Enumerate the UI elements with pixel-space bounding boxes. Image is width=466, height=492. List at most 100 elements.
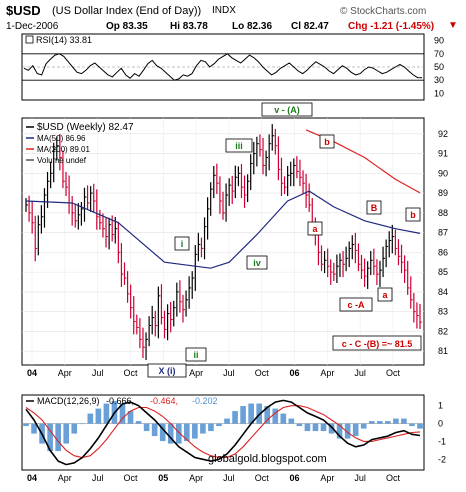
- macd-x-tick-label: Oct: [386, 473, 401, 483]
- macd-histogram-bar: [127, 411, 134, 424]
- macd-histogram-bar: [167, 423, 174, 444]
- macd-histogram-bar: [344, 423, 351, 439]
- macd-histogram-bar: [232, 411, 238, 424]
- macd-histogram-bar: [135, 421, 142, 424]
- macd-histogram-bar: [71, 423, 78, 434]
- wave-label: v - (A): [274, 105, 300, 115]
- index-name: (US Dollar Index (End of Day)): [52, 5, 202, 17]
- price-tick-label: 89: [438, 188, 448, 198]
- target-annotation-box: [332, 335, 422, 351]
- wave-label: a: [312, 224, 318, 234]
- macd-histogram-bar: [63, 423, 70, 444]
- rsi-legend-swatch: [25, 35, 34, 44]
- macd-x-tick-label: Apr: [320, 473, 334, 483]
- price-legend-title: $USD (Weekly) 82.47: [37, 122, 134, 133]
- macd-x-tick-label: Oct: [255, 473, 270, 483]
- volume-legend: Volume undef: [37, 156, 87, 165]
- macd-tick-label: 1: [438, 401, 443, 411]
- watermark: globalgold.blogspot.com: [208, 453, 327, 465]
- price-tick-label: 81: [438, 346, 448, 356]
- wave-label-box: [307, 221, 323, 236]
- price-x-tick-label: Oct: [386, 368, 401, 378]
- macd-histogram-bar: [368, 421, 375, 424]
- macd-histogram-bar: [31, 423, 37, 434]
- wave-label: iii: [235, 141, 243, 151]
- change-down-icon: ▼: [448, 20, 458, 31]
- macd-histogram-bar: [240, 406, 246, 424]
- price-x-tick-label: 06: [290, 368, 300, 378]
- change: Chg -1.21 (-1.45%): [348, 21, 435, 32]
- copyright: © StockCharts.com: [340, 6, 427, 17]
- macd-value: -0.666,: [106, 396, 134, 406]
- price-tick-label: 85: [438, 267, 448, 277]
- date: 1-Dec-2006: [6, 21, 59, 32]
- wave-label-box: [185, 347, 207, 362]
- macd-histogram-bar: [224, 418, 230, 424]
- macd-histogram-bar: [272, 408, 279, 424]
- macd-x-tick-label: Apr: [189, 473, 203, 483]
- high-price: Hi 83.78: [170, 21, 208, 32]
- price-x-tick-label: Oct: [123, 368, 138, 378]
- exchange: INDX: [212, 5, 236, 16]
- macd-histogram-bar: [208, 423, 214, 432]
- wave-label: iv: [253, 258, 261, 268]
- macd-histogram-bar: [248, 403, 254, 424]
- macd-x-tick-label: Jul: [92, 473, 104, 483]
- price-tick-label: 86: [438, 247, 448, 257]
- wave-label: B: [371, 203, 378, 213]
- ma50-legend: MA(50) 86.96: [37, 134, 86, 143]
- macd-histogram-bar: [192, 423, 198, 439]
- macd-x-tick-label: Jul: [354, 473, 366, 483]
- macd-histogram-bar: [360, 423, 367, 429]
- macd-histogram-bar: [264, 406, 271, 424]
- macd-histogram-bar: [409, 423, 415, 427]
- macd-histogram-bar: [328, 423, 335, 434]
- macd-histogram-bar: [304, 423, 311, 432]
- macd-tick-label: -1: [438, 436, 446, 446]
- price-tick-label: 83: [438, 307, 448, 317]
- macd-histogram-bar: [47, 423, 53, 452]
- wave-label-box: [377, 287, 393, 302]
- wave-label-box: [174, 236, 190, 251]
- macd-hist-value: -0.202: [192, 396, 218, 406]
- rsi-tick-label: 90: [434, 36, 444, 46]
- wave-label: i: [181, 239, 184, 249]
- wave-label: c -A: [347, 300, 365, 310]
- macd-histogram-bar: [200, 423, 206, 434]
- wave-label: b: [324, 137, 330, 147]
- wave-label-box: [319, 134, 335, 149]
- rsi-label: RSI(14) 33.81: [36, 35, 92, 45]
- price-x-tick-label: Apr: [189, 368, 203, 378]
- wave-label-box: [405, 207, 421, 222]
- wave-label-box: [147, 363, 187, 378]
- macd-tick-label: -2: [438, 454, 446, 464]
- wave-label-box: [246, 255, 268, 270]
- price-tick-label: 84: [438, 287, 448, 297]
- macd-histogram-bar: [159, 423, 166, 442]
- macd-histogram-bar: [312, 423, 319, 432]
- price-x-tick-label: Jul: [223, 368, 235, 378]
- price-x-tick-label: Jul: [92, 368, 104, 378]
- price-tick-label: 90: [438, 168, 448, 178]
- low-price: Lo 82.36: [232, 21, 273, 32]
- price-x-tick-label: Apr: [58, 368, 72, 378]
- macd-x-tick-label: Apr: [58, 473, 72, 483]
- target-annotation: c - C -(B) =~ 81.5: [342, 339, 413, 349]
- rsi-line: [23, 53, 423, 81]
- macd-label: MACD(12,26,9): [37, 396, 100, 406]
- price-tick-label: 87: [438, 228, 448, 238]
- macd-histogram-bar: [87, 413, 94, 424]
- macd-histogram-bar: [417, 423, 423, 429]
- macd-histogram-bar: [55, 423, 61, 452]
- wave-label: b: [410, 210, 416, 220]
- ma50-line: [25, 190, 421, 269]
- macd-histogram-bar: [336, 423, 343, 439]
- price-x-tick-label: Jul: [354, 368, 366, 378]
- macd-histogram-bar: [79, 423, 86, 425]
- wave-label: a: [382, 290, 388, 300]
- macd-histogram-bar: [393, 418, 399, 424]
- price-tick-label: 91: [438, 149, 448, 159]
- price-tick-label: 88: [438, 208, 448, 218]
- macd-histogram-bar: [119, 403, 126, 424]
- open-price: Op 83.35: [106, 21, 148, 32]
